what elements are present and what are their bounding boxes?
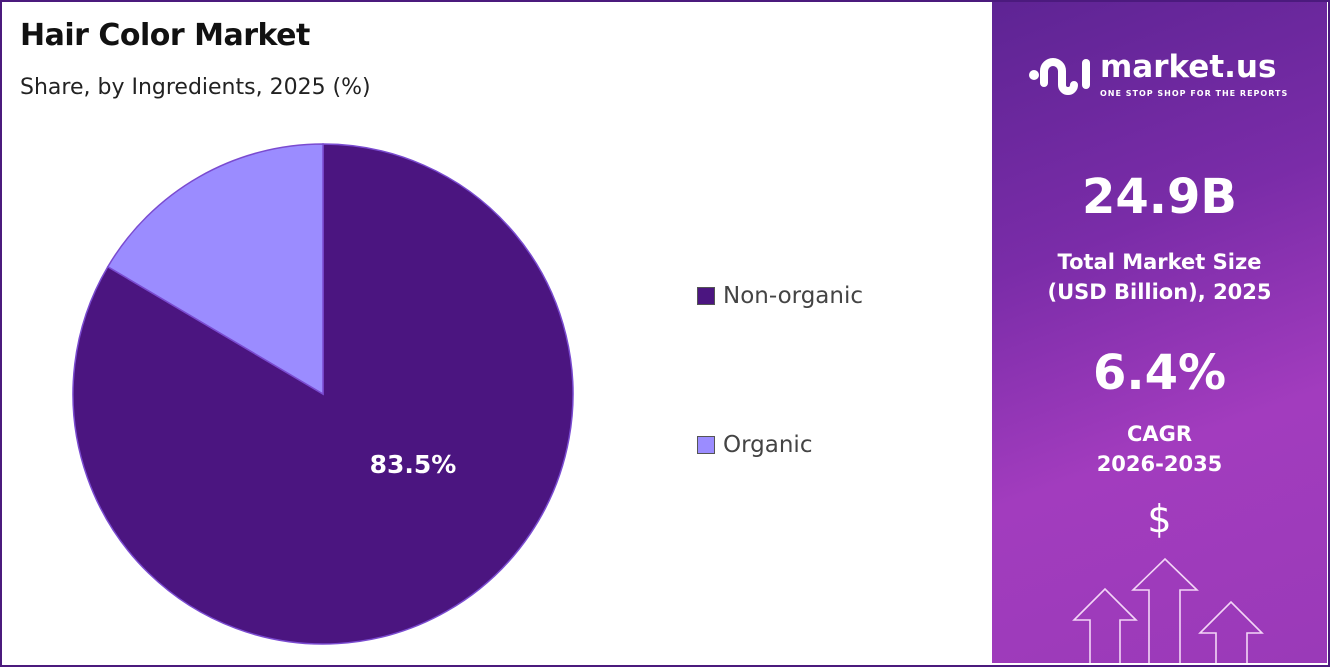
- legend-swatch: [697, 287, 715, 305]
- logo-tagline: ONE STOP SHOP FOR THE REPORTS: [1100, 89, 1289, 98]
- pie-chart: 83.5%: [72, 143, 574, 645]
- chart-title: Hair Color Market: [20, 18, 310, 53]
- legend-item-non-organic: Non-organic: [697, 283, 863, 309]
- market-size-value: 24.9B: [1081, 169, 1237, 225]
- market-us-logo: market.us ONE STOP SHOP FOR THE REPORTS: [1028, 48, 1288, 99]
- cagr-label-1: CAGR: [1126, 422, 1193, 446]
- legend-item-organic: Organic: [697, 432, 812, 458]
- market-size-label-2: (USD Billion), 2025: [1047, 280, 1272, 304]
- dollar-icon: $: [1147, 497, 1172, 541]
- legend-label: Non-organic: [723, 283, 864, 309]
- cagr-label-2: 2026-2035: [1096, 452, 1223, 476]
- cagr-value: 6.4%: [1092, 345, 1227, 401]
- logo-name: market.us: [1100, 49, 1277, 85]
- legend-swatch: [697, 436, 715, 454]
- market-size-label-1: Total Market Size: [1057, 250, 1262, 274]
- logo-mark-icon: [1029, 57, 1090, 95]
- up-arrows-icon: [1072, 557, 1264, 663]
- chart-subtitle: Share, by Ingredients, 2025 (%): [20, 75, 371, 100]
- legend-label: Organic: [723, 432, 813, 458]
- pie-slice-organic: [106, 143, 324, 396]
- summary-panel: market.us ONE STOP SHOP FOR THE REPORTS …: [992, 2, 1327, 663]
- data-label: 83.5%: [370, 450, 457, 479]
